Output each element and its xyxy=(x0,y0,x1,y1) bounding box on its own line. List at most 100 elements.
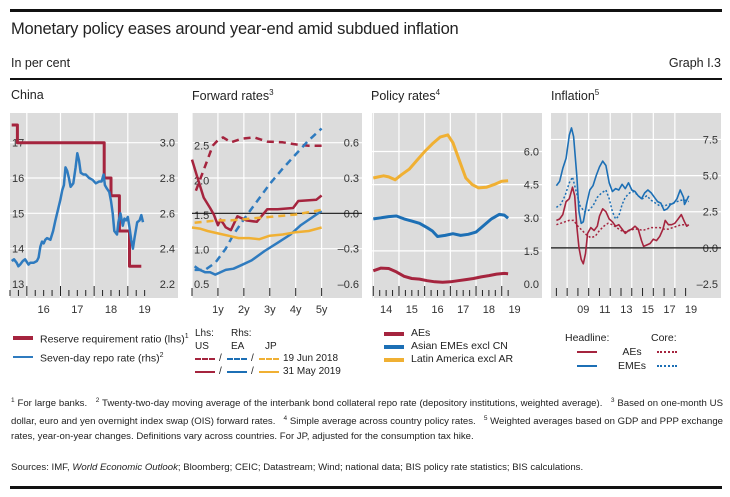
y-right-tick-label: 0.6 xyxy=(344,138,359,150)
legend-row-2018: / / 19 Jun 2018 xyxy=(195,353,341,366)
series-jp-31-may-2019 xyxy=(191,226,322,241)
series-asian-emes-excl-cn xyxy=(373,212,510,238)
y-right-tick-label: 3.0 xyxy=(524,213,539,225)
x-tick-label: 4y xyxy=(290,304,302,316)
x-tick-label: 16 xyxy=(431,304,443,316)
panel-title-china: China xyxy=(11,88,44,102)
y-left-tick-label: 15 xyxy=(12,208,24,220)
sources: Sources: IMF, World Economic Outlook; Bl… xyxy=(11,462,584,473)
y-right-tick-label: 2.8 xyxy=(160,173,175,185)
y-left-tick-label: 14 xyxy=(12,244,24,256)
legend-row-aes: AEs xyxy=(565,345,684,359)
y-right-tick-label: 2.4 xyxy=(160,244,175,256)
plot-background xyxy=(372,113,542,298)
y-right-tick-label: 0.0 xyxy=(344,208,359,220)
y-right-tick-label: –0.6 xyxy=(338,279,359,291)
policy-legend: AEs Asian EMEs excl CN Latin America exc… xyxy=(384,327,513,366)
header-rule xyxy=(10,78,722,80)
legend-label-repo: Seven-day repo rate (rhs)2 xyxy=(40,351,164,365)
y-left-tick-label: 1.0 xyxy=(194,244,209,256)
top-rule xyxy=(10,9,722,12)
panel-title-inflation: Inflation5 xyxy=(551,88,600,104)
y-right-tick-label: 3.0 xyxy=(160,138,175,150)
x-tick-label: 15 xyxy=(406,304,418,316)
series-latin-america-excl-ar xyxy=(372,133,509,190)
y-right-tick-label: 5.0 xyxy=(703,171,718,183)
x-tick-label: 5y xyxy=(316,304,328,316)
x-tick-label: 1y xyxy=(212,304,224,316)
graph-subtitle: In per cent xyxy=(11,56,71,70)
legend-row-emes: EMEs xyxy=(565,359,684,373)
y-right-tick-label: 2.2 xyxy=(160,279,175,291)
footnotes: 1 For large banks. 2 Twenty-two-day movi… xyxy=(11,397,724,443)
legend-swatch-latam xyxy=(384,357,404,362)
x-tick-label: 16 xyxy=(38,304,50,316)
legend-item-rrr: Reserve requirement ratio (lhs)1 xyxy=(13,330,189,347)
y-left-tick-label: 16 xyxy=(12,173,24,185)
series-core-aes xyxy=(556,219,690,239)
y-left-tick-label: 13 xyxy=(12,279,24,291)
y-left-tick-label: 0.5 xyxy=(194,279,209,291)
legend-swatch-headline-emes xyxy=(577,365,597,367)
legend-core-label: Core: xyxy=(651,332,677,344)
footnote-3: Based on one-month US dollar, euro and y… xyxy=(11,398,723,428)
x-tick-label: 19 xyxy=(508,304,520,316)
y-right-tick-label: 6.0 xyxy=(524,147,539,159)
y-left-tick-label: 1.5 xyxy=(194,210,209,222)
series-core-emes xyxy=(555,176,690,220)
legend-lhs-label: Lhs: xyxy=(195,328,214,339)
series-aes xyxy=(372,266,509,284)
series-headline-emes xyxy=(555,127,690,225)
plot-background xyxy=(551,113,721,298)
series-us-31-may-2019 xyxy=(190,159,323,232)
x-tick-label: 2y xyxy=(238,304,250,316)
bottom-rule xyxy=(10,486,722,489)
plot-background xyxy=(192,113,362,298)
policy-rates-chart: 0.0 1.5 3.0 4.5 6.0 14 15 16 17 18 19 xyxy=(372,113,542,316)
x-tick-label: 14 xyxy=(380,304,392,316)
legend-swatch-us-2019 xyxy=(195,370,215,373)
legend-item-aes: AEs xyxy=(384,327,513,340)
legend-swatch-aes xyxy=(384,331,404,336)
x-tick-label: 18 xyxy=(105,304,117,316)
x-tick-label: 13 xyxy=(620,304,632,316)
legend-date-2018: 19 Jun 2018 xyxy=(283,353,339,364)
legend-row-2019: / / 31 May 2019 xyxy=(195,366,341,379)
legend-swatch-repo xyxy=(13,355,33,358)
graph-title: Monetary policy eases around year-end am… xyxy=(11,20,459,38)
series-jp-19-jun-2018 xyxy=(194,208,322,225)
x-tick-label: 17 xyxy=(457,304,469,316)
graph-number: Graph I.3 xyxy=(668,56,721,70)
x-tick-label: 19 xyxy=(685,304,697,316)
inflation-legend: Headline: Core: AEs EMEs xyxy=(565,331,684,373)
y-right-tick-label: 1.5 xyxy=(524,246,539,258)
series-reserve-requirement-ratio-lhs xyxy=(11,123,142,268)
legend-swatch-core-emes xyxy=(657,365,677,367)
x-tick-label: 17 xyxy=(71,304,83,316)
footnote-4: Simple average across country policy rat… xyxy=(289,416,476,428)
y-right-tick-label: –0.3 xyxy=(338,244,359,256)
legend-label-rrr: Reserve requirement ratio (lhs)1 xyxy=(40,333,189,346)
series-ea-19-jun-2018 xyxy=(194,127,323,272)
legend-us-label: US xyxy=(195,340,209,352)
china-legend: Reserve requirement ratio (lhs)1 Seven-d… xyxy=(13,330,189,365)
legend-swatch-core-aes xyxy=(657,351,677,353)
series-us-19-jun-2018 xyxy=(194,136,322,192)
panel-title-policy-rates: Policy rates4 xyxy=(371,88,441,104)
forward-rates-chart: –0.6–0.30.00.30.60.51.01.52.02.51y 2y 3y 4y… xyxy=(190,113,362,316)
series-headline-aes xyxy=(556,186,690,265)
x-tick-label: 09 xyxy=(577,304,589,316)
footnote-1: For large banks. xyxy=(17,398,88,410)
y-right-tick-label: 0.0 xyxy=(703,243,718,255)
panel-title-forward-rates: Forward rates3 xyxy=(192,88,274,104)
legend-swatch-jp-2019 xyxy=(259,370,279,373)
x-tick-label: 18 xyxy=(483,304,495,316)
x-tick-label: 17 xyxy=(663,304,675,316)
legend-swatch-rrr xyxy=(13,336,33,341)
series-ea-31-may-2019 xyxy=(193,209,323,276)
y-right-tick-label: 0.3 xyxy=(344,173,359,185)
legend-jp-label: JP xyxy=(265,340,277,352)
legend-ea-label: EA xyxy=(231,340,245,352)
y-right-tick-label: 2.5 xyxy=(703,207,718,219)
